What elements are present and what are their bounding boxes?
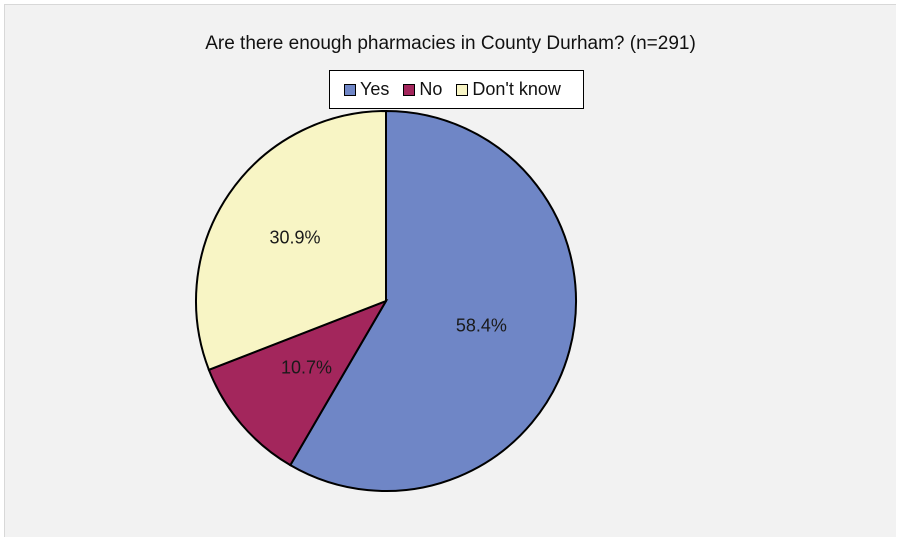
pie-slice-yes xyxy=(288,109,577,492)
legend-item-yes: Yes xyxy=(344,79,389,100)
legend-swatch-dont-know xyxy=(456,83,469,96)
legend-swatch-yes xyxy=(344,83,356,96)
chart-area: Are there enough pharmacies in County Du… xyxy=(4,4,896,537)
legend-label-dont-know: Don't know xyxy=(472,79,561,99)
legend-item-dont-know: Don't know xyxy=(456,79,561,100)
legend-label-no: No xyxy=(419,79,443,99)
legend: Yes No Don't know xyxy=(329,70,584,109)
pie-label-yes: 58.4% xyxy=(456,316,507,336)
pie-chart: 58.4% 10.7% 30.9% xyxy=(195,109,577,492)
pie-slice-dont-know xyxy=(195,109,387,372)
chart-title: Are there enough pharmacies in County Du… xyxy=(205,33,696,54)
pie-label-no: 10.7% xyxy=(281,358,332,378)
pie-label-dont-know: 30.9% xyxy=(270,228,321,248)
pie-slice-no xyxy=(207,299,389,467)
legend-label-yes: Yes xyxy=(360,79,390,99)
legend-swatch-no xyxy=(403,83,416,96)
legend-item-no: No xyxy=(403,79,442,100)
